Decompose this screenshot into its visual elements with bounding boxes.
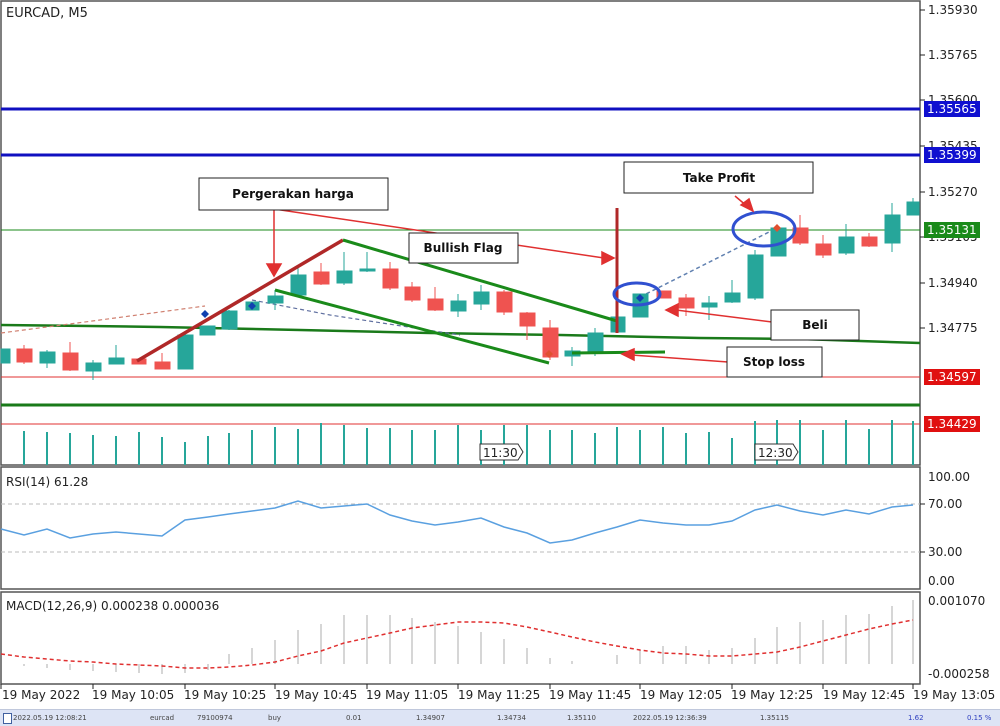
macd-frame [0, 591, 921, 685]
svg-text:19 May 11:05: 19 May 11:05 [366, 688, 448, 702]
svg-text:1.35930: 1.35930 [928, 3, 978, 17]
time-axis: 19 May 2022 19 May 10:05 19 May 10:25 19… [0, 684, 995, 702]
price-axis: 1.35930 1.35765 1.35600 1.35435 1.35270 … [920, 3, 978, 335]
annotation-bullish-flag[interactable] [408, 232, 519, 264]
sell-marker-icon [545, 350, 553, 358]
chart-canvas[interactable]: EURCAD, M5 1.35930 1.35765 1.35600 1.354… [0, 0, 1000, 709]
annotation-beli[interactable] [770, 309, 860, 341]
candlesticks [0, 198, 920, 380]
macd-label: MACD(12,26,9) 0.000238 0.000036 [6, 599, 219, 613]
svg-text:19 May 10:05: 19 May 10:05 [92, 688, 174, 702]
svg-text:19 May 12:05: 19 May 12:05 [640, 688, 722, 702]
svg-text:1.35399: 1.35399 [927, 148, 977, 162]
buy-marker-icon [248, 302, 256, 310]
open-price: 1.34907 [416, 714, 445, 722]
svg-text:0.00: 0.00 [928, 574, 955, 588]
flag-lower-line [274, 288, 550, 365]
svg-text:19 May 2022: 19 May 2022 [2, 688, 80, 702]
take-profit-circle [731, 210, 797, 248]
svg-text:1.35765: 1.35765 [928, 48, 978, 62]
time-flag-1230-label: 12:30 [758, 446, 793, 460]
annotation-pergerakan-harga[interactable] [198, 177, 389, 211]
stop-loss-price: 1.34734 [497, 714, 526, 722]
time-flag-1230[interactable] [754, 443, 799, 461]
svg-text:1.35270: 1.35270 [928, 185, 978, 199]
svg-text:30.00: 30.00 [928, 545, 962, 559]
open-time: 2022.05.19 12:08:21 [13, 714, 87, 722]
svg-text:100.00: 100.00 [928, 470, 970, 484]
rsi-label: RSI(14) 61.28 [6, 475, 88, 489]
macd-histogram [23, 600, 914, 674]
symbol: eurcad [150, 714, 175, 722]
macd-signal-line [0, 619, 914, 669]
svg-text:1.34940: 1.34940 [928, 276, 978, 290]
trade-type: buy [268, 714, 282, 722]
time-flag-1130-label: 11:30 [483, 446, 518, 460]
buy-marker-icon [201, 310, 209, 318]
rsi-frame [0, 466, 921, 590]
annotation-take-profit-text: Take Profit [683, 171, 756, 185]
buy-circle [612, 281, 662, 307]
take-profit-price: 1.35110 [567, 714, 596, 722]
moving-average-line [0, 323, 921, 345]
volume: 0.01 [346, 714, 362, 722]
svg-text:19 May 11:25: 19 May 11:25 [458, 688, 540, 702]
stop-loss-line [571, 350, 666, 355]
svg-text:19 May 11:45: 19 May 11:45 [549, 688, 631, 702]
macd-axis: 0.001070 -0.000258 [928, 594, 990, 681]
price-labels: 1.35565 1.35399 1.35131 1.34597 1.34429 [924, 101, 980, 432]
annotation-stop-loss[interactable] [726, 346, 823, 378]
svg-text:1.35131: 1.35131 [927, 223, 977, 237]
trade-history-line-2 [251, 299, 461, 336]
buy-marker-icon [636, 294, 644, 302]
rsi-axis: 100.00 70.00 30.00 0.00 [920, 470, 970, 588]
annotation-stop-loss-text: Stop loss [743, 355, 805, 369]
svg-text:1.34429: 1.34429 [927, 417, 977, 431]
ticket: 79100974 [197, 714, 233, 722]
svg-text:19 May 13:05: 19 May 13:05 [913, 688, 995, 702]
close-time: 2022.05.19 12:36:39 [633, 714, 707, 722]
trade-history-row[interactable]: 2022.05.19 12:08:21 eurcad 79100974 buy … [0, 709, 1000, 726]
profit-percent: 0.15 % [967, 714, 992, 722]
sell-marker-icon [773, 224, 781, 232]
time-flag-1130[interactable] [479, 443, 524, 461]
annotation-take-profit[interactable] [623, 161, 814, 194]
chart-title: EURCAD, M5 [6, 6, 88, 21]
trade-history-line [0, 305, 206, 334]
svg-text:0.001070: 0.001070 [928, 594, 985, 608]
svg-text:1.35565: 1.35565 [927, 102, 977, 116]
annotation-pergerakan-text: Pergerakan harga [232, 187, 354, 201]
svg-text:70.00: 70.00 [928, 497, 962, 511]
rsi-line [0, 500, 914, 544]
document-icon [3, 713, 12, 724]
annotation-beli-text: Beli [802, 318, 828, 332]
pole-line [136, 238, 344, 363]
flag-upper-line [342, 238, 618, 323]
annotation-bullish-flag-text: Bullish Flag [424, 241, 503, 255]
svg-text:19 May 12:25: 19 May 12:25 [731, 688, 813, 702]
svg-text:1.34597: 1.34597 [927, 370, 977, 384]
svg-text:19 May 12:45: 19 May 12:45 [823, 688, 905, 702]
svg-text:-0.000258: -0.000258 [928, 667, 990, 681]
profit: 1.62 [908, 714, 924, 722]
svg-text:19 May 10:25: 19 May 10:25 [184, 688, 266, 702]
svg-text:19 May 10:45: 19 May 10:45 [275, 688, 357, 702]
svg-text:1.34775: 1.34775 [928, 321, 978, 335]
close-price: 1.35115 [760, 714, 789, 722]
annotation-arrows [265, 195, 773, 363]
